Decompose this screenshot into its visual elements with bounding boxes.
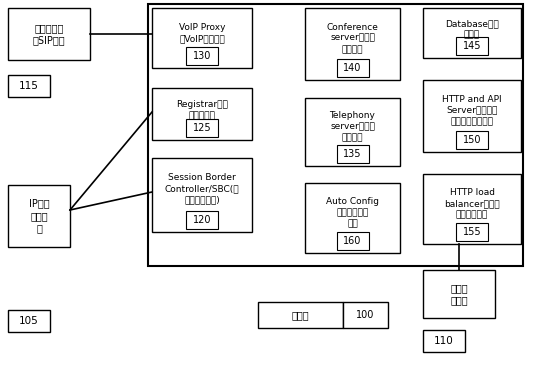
Text: 105: 105	[19, 316, 39, 326]
Text: 150: 150	[463, 135, 481, 145]
Text: HTTP and API
Server（网页和
应用接口服务器）: HTTP and API Server（网页和 应用接口服务器）	[442, 95, 502, 126]
Bar	[305, 183, 400, 253]
Text: IP话机
和软电
话: IP话机 和软电 话	[29, 199, 49, 233]
Text: Session Border
Controller/SBC(会
话边界控制器): Session Border Controller/SBC(会 话边界控制器)	[165, 173, 239, 205]
Text: 100: 100	[356, 310, 374, 320]
Bar	[8, 185, 70, 247]
Text: 110: 110	[434, 336, 454, 346]
Text: 115: 115	[19, 81, 39, 91]
Bar	[423, 270, 495, 318]
Text: Database（数
据库）: Database（数 据库）	[445, 19, 499, 39]
Text: VoIP Proxy
（VoIP路由器）: VoIP Proxy （VoIP路由器）	[179, 23, 225, 43]
Bar	[186, 47, 218, 65]
Text: 运营商或其
他SIP通道: 运营商或其 他SIP通道	[32, 23, 66, 45]
Bar	[423, 8, 521, 58]
Bar	[456, 37, 488, 55]
Text: Conference
server（会议
服务器）: Conference server（会议 服务器）	[326, 23, 379, 54]
Bar	[148, 4, 523, 266]
Bar	[423, 330, 465, 352]
Bar	[186, 119, 218, 137]
Text: 135: 135	[343, 149, 362, 159]
Bar	[305, 8, 400, 80]
Bar	[456, 223, 488, 241]
Bar	[337, 59, 368, 77]
Text: 155: 155	[463, 227, 481, 237]
Text: Auto Config
（自动配置服
务）: Auto Config （自动配置服 务）	[326, 197, 379, 228]
Text: 网页和
客户端: 网页和 客户端	[450, 283, 468, 305]
Bar	[456, 131, 488, 149]
Text: 145: 145	[463, 41, 481, 51]
Text: 130: 130	[193, 51, 211, 61]
Text: 160: 160	[343, 236, 362, 246]
Bar	[337, 232, 368, 250]
Text: 140: 140	[343, 63, 362, 73]
Bar	[152, 158, 252, 232]
Bar	[152, 8, 252, 68]
Bar	[337, 145, 368, 163]
Text: Telephony
server（电话
服务器）: Telephony server（电话 服务器）	[330, 111, 375, 142]
Text: Registrar（注
册服务器）: Registrar（注 册服务器）	[176, 100, 228, 120]
Bar	[152, 88, 252, 140]
Bar	[423, 80, 521, 152]
Bar	[8, 8, 90, 60]
Text: HTTP load
balancer（网页
负载均衡器）: HTTP load balancer（网页 负载均衡器）	[444, 188, 500, 219]
Bar	[258, 302, 343, 328]
Bar	[8, 310, 50, 332]
Bar	[186, 211, 218, 229]
Text: 120: 120	[193, 215, 211, 225]
Bar	[305, 98, 400, 166]
Bar	[423, 174, 521, 244]
Bar	[8, 75, 50, 97]
Text: 125: 125	[193, 123, 211, 133]
Text: 服务器: 服务器	[291, 310, 309, 320]
Bar	[343, 302, 388, 328]
